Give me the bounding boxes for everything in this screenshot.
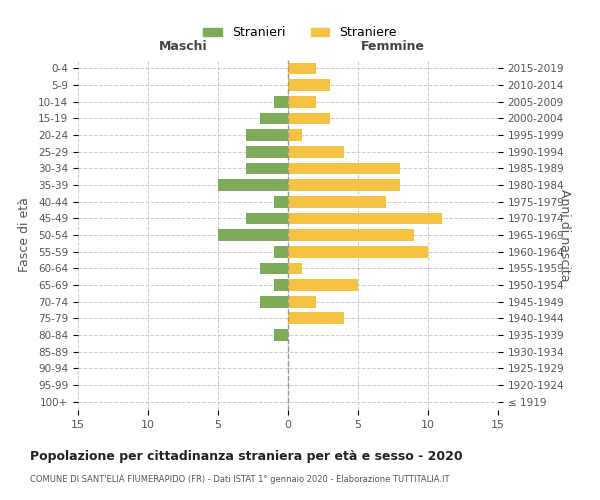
- Bar: [288, 79, 330, 91]
- Text: Popolazione per cittadinanza straniera per età e sesso - 2020: Popolazione per cittadinanza straniera p…: [30, 450, 463, 463]
- Bar: [288, 112, 330, 124]
- Bar: [288, 162, 400, 174]
- Bar: [274, 279, 288, 291]
- Bar: [288, 96, 316, 108]
- Bar: [274, 329, 288, 341]
- Bar: [260, 262, 288, 274]
- Legend: Stranieri, Straniere: Stranieri, Straniere: [198, 21, 402, 44]
- Bar: [288, 129, 302, 141]
- Bar: [274, 246, 288, 258]
- Bar: [288, 179, 400, 191]
- Bar: [260, 112, 288, 124]
- Bar: [288, 62, 316, 74]
- Y-axis label: Fasce di età: Fasce di età: [18, 198, 31, 272]
- Bar: [246, 146, 288, 158]
- Bar: [288, 212, 442, 224]
- Bar: [288, 262, 302, 274]
- Bar: [288, 229, 414, 241]
- Bar: [288, 296, 316, 308]
- Bar: [288, 279, 358, 291]
- Bar: [218, 179, 288, 191]
- Bar: [288, 146, 344, 158]
- Bar: [260, 296, 288, 308]
- Y-axis label: Anni di nascita: Anni di nascita: [559, 188, 571, 281]
- Text: Femmine: Femmine: [361, 40, 425, 53]
- Bar: [288, 196, 386, 207]
- Bar: [288, 246, 428, 258]
- Bar: [218, 229, 288, 241]
- Bar: [246, 162, 288, 174]
- Bar: [274, 96, 288, 108]
- Text: COMUNE DI SANT'ELIA FIUMERAPIDO (FR) - Dati ISTAT 1° gennaio 2020 - Elaborazione: COMUNE DI SANT'ELIA FIUMERAPIDO (FR) - D…: [30, 475, 449, 484]
- Bar: [288, 312, 344, 324]
- Bar: [246, 212, 288, 224]
- Text: Maschi: Maschi: [158, 40, 208, 53]
- Bar: [274, 196, 288, 207]
- Bar: [246, 129, 288, 141]
